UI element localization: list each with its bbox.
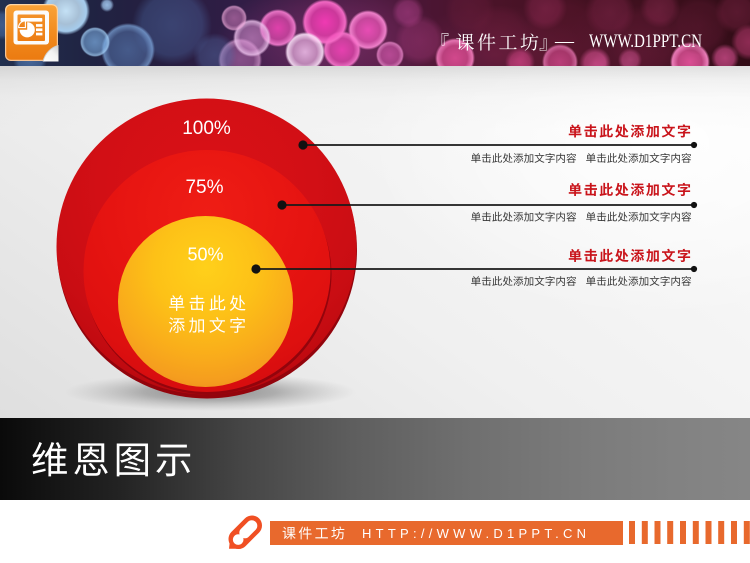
svg-text:—: — (554, 31, 575, 52)
svg-text:WWW.D1PPT.CN: WWW.D1PPT.CN (589, 31, 702, 52)
svg-text:100%: 100% (182, 118, 231, 139)
svg-text:50%: 50% (187, 245, 223, 265)
svg-text:75%: 75% (185, 177, 223, 198)
